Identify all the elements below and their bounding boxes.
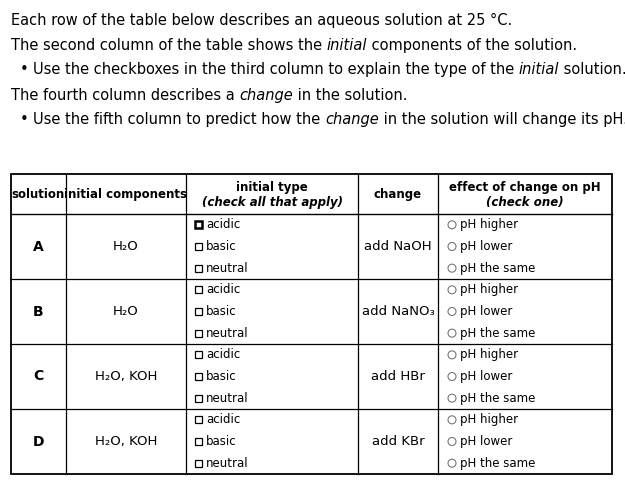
Text: pH the same: pH the same (460, 392, 536, 405)
Text: add KBr: add KBr (372, 435, 424, 448)
Text: acidic: acidic (206, 218, 240, 231)
Text: basic: basic (206, 305, 237, 318)
Circle shape (448, 243, 456, 250)
Circle shape (448, 373, 456, 381)
Text: H₂O: H₂O (113, 240, 139, 253)
Text: in the solution will change its pH.: in the solution will change its pH. (379, 112, 625, 127)
Text: H₂O: H₂O (113, 305, 139, 318)
Circle shape (448, 459, 456, 467)
Text: in the solution.: in the solution. (293, 88, 408, 103)
Text: Each row of the table below describes an aqueous solution at 25 °C.: Each row of the table below describes an… (11, 13, 512, 28)
Circle shape (448, 351, 456, 359)
Circle shape (448, 307, 456, 316)
Text: (check one): (check one) (486, 195, 564, 209)
Text: D: D (32, 435, 44, 448)
Text: pH higher: pH higher (460, 348, 518, 361)
Text: •: • (20, 112, 29, 127)
Bar (11, 174, 612, 474)
Text: H₂O, KOH: H₂O, KOH (95, 370, 158, 383)
Text: add NaOH: add NaOH (364, 240, 432, 253)
Text: add NaNO₃: add NaNO₃ (362, 305, 434, 318)
Text: pH lower: pH lower (460, 305, 512, 318)
Text: basic: basic (206, 240, 237, 253)
Text: acidic: acidic (206, 283, 240, 297)
Text: change: change (325, 112, 379, 127)
Bar (195, 329, 202, 337)
Circle shape (448, 394, 456, 402)
Text: C: C (33, 370, 44, 383)
Text: (check all that apply): (check all that apply) (201, 195, 342, 209)
Text: components of the solution.: components of the solution. (368, 38, 578, 53)
Bar (195, 460, 202, 466)
Text: pH higher: pH higher (460, 218, 518, 231)
Circle shape (448, 329, 456, 337)
Text: pH the same: pH the same (460, 262, 536, 274)
Text: pH lower: pH lower (460, 240, 512, 253)
Text: acidic: acidic (206, 413, 240, 426)
Bar (195, 373, 202, 380)
Text: •: • (20, 62, 29, 77)
Text: neutral: neutral (206, 327, 249, 340)
Bar (195, 438, 202, 445)
Text: effect of change on pH: effect of change on pH (449, 181, 601, 193)
Bar (195, 395, 202, 402)
Text: change: change (239, 88, 293, 103)
Text: A: A (33, 240, 44, 253)
Text: acidic: acidic (206, 348, 240, 361)
Text: pH lower: pH lower (460, 370, 512, 383)
Text: solution.: solution. (559, 62, 625, 77)
Text: neutral: neutral (206, 457, 249, 470)
Circle shape (448, 221, 456, 229)
Circle shape (448, 416, 456, 424)
Text: initial: initial (327, 38, 367, 53)
Text: H₂O, KOH: H₂O, KOH (95, 435, 158, 448)
Text: Use the fifth column to predict how the: Use the fifth column to predict how the (33, 112, 325, 127)
Bar (195, 221, 202, 228)
Bar (195, 416, 202, 423)
Text: basic: basic (206, 370, 237, 383)
Bar (195, 308, 202, 315)
Bar (195, 265, 202, 272)
Text: neutral: neutral (206, 262, 249, 274)
Text: initial components: initial components (64, 188, 188, 200)
Text: add HBr: add HBr (371, 370, 425, 383)
Text: pH higher: pH higher (460, 413, 518, 426)
Text: pH the same: pH the same (460, 327, 536, 340)
Text: initial type: initial type (236, 181, 308, 193)
Text: Use the checkboxes in the third column to explain the type of the: Use the checkboxes in the third column t… (33, 62, 519, 77)
Bar (195, 286, 202, 293)
Text: basic: basic (206, 435, 237, 448)
Text: solution: solution (12, 188, 65, 200)
Text: pH the same: pH the same (460, 457, 536, 470)
Circle shape (448, 264, 456, 272)
Text: B: B (33, 304, 44, 319)
Text: pH lower: pH lower (460, 435, 512, 448)
Circle shape (448, 437, 456, 445)
Text: pH higher: pH higher (460, 283, 518, 297)
Bar (195, 243, 202, 250)
Text: The second column of the table shows the: The second column of the table shows the (11, 38, 327, 53)
Text: initial: initial (519, 62, 559, 77)
Text: neutral: neutral (206, 392, 249, 405)
Text: change: change (374, 188, 422, 200)
Text: The fourth column describes a: The fourth column describes a (11, 88, 239, 103)
Bar (195, 352, 202, 358)
Circle shape (448, 286, 456, 294)
